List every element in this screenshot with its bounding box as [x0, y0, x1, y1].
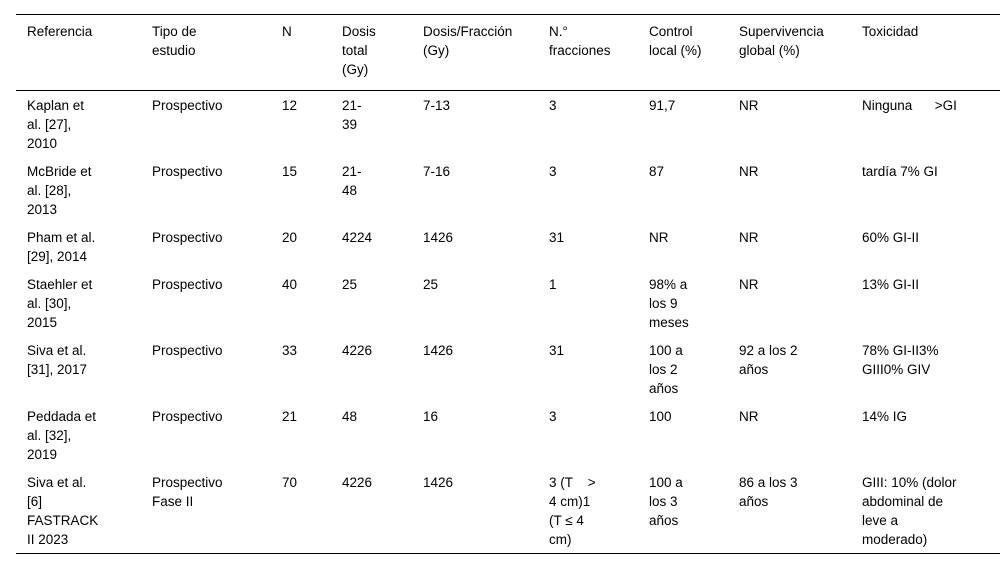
cell-supervivencia-global: NR [739, 164, 759, 179]
table-row: Kaplan et al. [27], 2010 Prospectivo 12 … [16, 91, 1000, 158]
table-container: Referencia Tipo de estudio N Dosis total… [16, 14, 1000, 554]
table-row: Peddada et al. [32], 2019 Prospectivo 21… [16, 402, 1000, 468]
cell-n: 33 [282, 343, 298, 358]
cell-n: 12 [282, 98, 298, 113]
cell-dosis-fraccion: 25 [423, 277, 439, 292]
cell-num-fracciones: 3 (T > 4 cm)1 (T ≤ 4 cm) [549, 475, 596, 547]
cell-referencia: Peddada et al. [32], 2019 [27, 409, 97, 462]
cell-control-local: 87 [649, 164, 665, 179]
cell-num-fracciones: 3 [549, 164, 557, 179]
cell-toxicidad: 13% GI-II [862, 277, 920, 292]
cell-control-local: 91,7 [649, 98, 676, 113]
cell-dosis-total: 21- 48 [342, 164, 362, 198]
cell-tipo-estudio: Prospectivo [152, 277, 223, 292]
cell-dosis-total: 48 [342, 409, 358, 424]
clinical-studies-table: Referencia Tipo de estudio N Dosis total… [16, 14, 1000, 554]
cell-supervivencia-global: 92 a los 2 años [739, 343, 798, 377]
cell-control-local: 100 [649, 409, 672, 424]
column-header-control-local: Control local (%) [638, 14, 728, 91]
cell-control-local: 98% a los 9 meses [649, 277, 689, 330]
cell-referencia: Siva et al. [6] FASTRACK II 2023 [27, 475, 99, 547]
cell-n: 15 [282, 164, 298, 179]
cell-dosis-fraccion: 1426 [423, 475, 454, 490]
cell-referencia: Siva et al. [31], 2017 [27, 343, 88, 377]
cell-supervivencia-global: NR [739, 277, 759, 292]
table-row: Siva et al. [6] FASTRACK II 2023 Prospec… [16, 468, 1000, 554]
column-header-dosis-fraccion: Dosis/Fracción (Gy) [412, 14, 538, 91]
cell-num-fracciones: 1 [549, 277, 557, 292]
cell-supervivencia-global: 86 a los 3 años [739, 475, 798, 509]
cell-tipo-estudio: Prospectivo [152, 343, 223, 358]
column-header-n: N [271, 14, 331, 91]
cell-toxicidad: tardía 7% GI [862, 164, 938, 179]
cell-dosis-total: 4226 [342, 475, 373, 490]
cell-referencia: Staehler et al. [30], 2015 [27, 277, 93, 330]
cell-tipo-estudio: Prospectivo [152, 409, 223, 424]
cell-num-fracciones: 3 [549, 409, 557, 424]
cell-dosis-fraccion: 1426 [423, 230, 454, 245]
cell-dosis-total: 25 [342, 277, 358, 292]
cell-supervivencia-global: NR [739, 98, 759, 113]
table-row: Siva et al. [31], 2017 Prospectivo 33 42… [16, 336, 1000, 402]
cell-tipo-estudio: Prospectivo [152, 98, 223, 113]
cell-num-fracciones: 31 [549, 230, 565, 245]
column-header-referencia: Referencia [16, 14, 141, 91]
cell-toxicidad: 60% GI-II [862, 230, 920, 245]
cell-dosis-fraccion: 16 [423, 409, 439, 424]
cell-tipo-estudio: Prospectivo [152, 164, 223, 179]
cell-referencia: Pham et al. [29], 2014 [27, 230, 96, 264]
cell-num-fracciones: 31 [549, 343, 565, 358]
cell-toxicidad: 78% GI-II3% GIII0% GIV [862, 343, 939, 377]
cell-dosis-fraccion: 7-13 [423, 98, 451, 113]
cell-n: 21 [282, 409, 298, 424]
cell-dosis-fraccion: 7-16 [423, 164, 451, 179]
table-row: Staehler et al. [30], 2015 Prospectivo 4… [16, 270, 1000, 336]
cell-referencia: Kaplan et al. [27], 2010 [27, 98, 85, 151]
column-header-toxicidad: Toxicidad [851, 14, 1000, 91]
cell-dosis-total: 21- 39 [342, 98, 362, 132]
cell-dosis-total: 4226 [342, 343, 373, 358]
cell-tipo-estudio: Prospectivo Fase II [152, 475, 223, 509]
cell-tipo-estudio: Prospectivo [152, 230, 223, 245]
cell-num-fracciones: 3 [549, 98, 557, 113]
cell-supervivencia-global: NR [739, 409, 759, 424]
column-header-dosis-total: Dosis total (Gy) [331, 14, 412, 91]
cell-toxicidad: Ninguna >GI [862, 98, 957, 113]
cell-toxicidad: GIII: 10% (dolor abdominal de leve a mod… [862, 475, 957, 547]
table-row: Pham et al. [29], 2014 Prospectivo 20 42… [16, 223, 1000, 270]
table-row: McBride et al. [28], 2013 Prospectivo 15… [16, 157, 1000, 223]
cell-n: 40 [282, 277, 298, 292]
cell-referencia: McBride et al. [28], 2013 [27, 164, 92, 217]
column-header-supervivencia-global: Supervivencia global (%) [728, 14, 851, 91]
cell-toxicidad: 14% IG [862, 409, 908, 424]
cell-control-local: NR [649, 230, 669, 245]
cell-control-local: 100 a los 3 años [649, 475, 683, 528]
cell-control-local: 100 a los 2 años [649, 343, 683, 396]
column-header-tipo-de-estudio: Tipo de estudio [141, 14, 271, 91]
cell-n: 20 [282, 230, 298, 245]
cell-dosis-total: 4224 [342, 230, 373, 245]
cell-n: 70 [282, 475, 298, 490]
header-row: Referencia Tipo de estudio N Dosis total… [16, 14, 1000, 91]
cell-supervivencia-global: NR [739, 230, 759, 245]
cell-dosis-fraccion: 1426 [423, 343, 454, 358]
column-header-num-fracciones: N.° fracciones [538, 14, 638, 91]
